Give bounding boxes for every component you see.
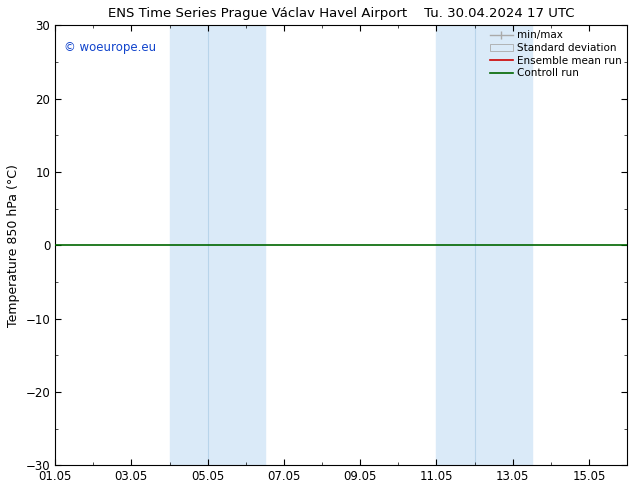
Legend: min/max, Standard deviation, Ensemble mean run, Controll run: min/max, Standard deviation, Ensemble me…	[488, 28, 624, 80]
Bar	[169, 25, 265, 465]
Text: © woeurope.eu: © woeurope.eu	[63, 41, 156, 54]
Title: ENS Time Series Prague Václav Havel Airport    Tu. 30.04.2024 17 UTC: ENS Time Series Prague Václav Havel Airp…	[108, 7, 574, 20]
Y-axis label: Temperature 850 hPa (°C): Temperature 850 hPa (°C)	[7, 164, 20, 327]
Bar	[436, 25, 532, 465]
